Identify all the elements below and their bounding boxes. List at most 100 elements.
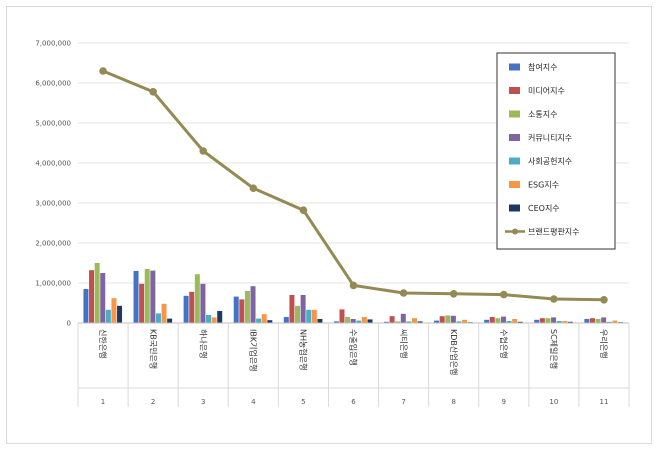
bar xyxy=(300,295,306,323)
bar xyxy=(512,319,518,323)
bar xyxy=(183,295,189,323)
category-label: IBK기업은행 xyxy=(249,329,259,372)
bar xyxy=(244,291,250,323)
bar xyxy=(306,309,312,323)
bar xyxy=(117,305,123,323)
legend-swatch xyxy=(509,204,520,212)
legend-box xyxy=(496,52,616,250)
bar xyxy=(489,317,495,323)
legend-swatch xyxy=(509,63,520,71)
legend-label: 커뮤니티지수 xyxy=(528,133,572,143)
category-number: 2 xyxy=(151,398,155,406)
bar xyxy=(500,316,506,323)
category-label: 씨티은행 xyxy=(399,329,409,358)
bar xyxy=(206,315,212,323)
bar xyxy=(434,320,440,323)
legend-swatch xyxy=(509,134,520,141)
bar xyxy=(606,321,612,323)
bar xyxy=(551,317,557,323)
bar-series xyxy=(83,263,623,323)
legend-swatch xyxy=(509,87,520,94)
bar xyxy=(345,317,351,323)
bar xyxy=(211,317,217,323)
bar xyxy=(105,309,111,323)
bar xyxy=(256,318,262,323)
gridlines xyxy=(78,42,629,324)
legend-label: ESG지수 xyxy=(528,181,559,190)
category-number: 11 xyxy=(599,398,608,406)
bar xyxy=(283,317,289,323)
bar xyxy=(133,271,139,323)
bar xyxy=(144,269,150,323)
bar xyxy=(250,286,256,323)
bar xyxy=(267,320,273,323)
bar xyxy=(89,270,95,323)
bar xyxy=(317,319,323,323)
bar xyxy=(139,283,145,323)
category-number: 1 xyxy=(101,398,105,406)
bar xyxy=(417,321,423,323)
bar xyxy=(595,319,601,323)
legend-label: 미디어지수 xyxy=(528,86,565,96)
y-tick-label: 6,000,000 xyxy=(35,80,71,88)
bar xyxy=(83,289,89,323)
bar xyxy=(100,273,106,323)
category-label: KDB산업은행 xyxy=(449,329,459,375)
category-number: 4 xyxy=(251,398,256,406)
legend-swatch xyxy=(509,181,520,188)
legend-swatch xyxy=(509,157,520,165)
y-tick-label: 0 xyxy=(67,320,71,328)
bar xyxy=(439,316,445,323)
bar xyxy=(601,317,607,323)
bar xyxy=(111,298,117,323)
y-tick-label: 2,000,000 xyxy=(35,240,71,248)
bar xyxy=(406,321,412,323)
y-tick-label: 3,000,000 xyxy=(35,200,71,208)
bar xyxy=(506,321,512,323)
brand-reputation-chart: 0 1,000,000 2,000,000 3,000,000 4,000,000 5,0… xyxy=(35,40,630,407)
bar xyxy=(411,318,417,323)
bar xyxy=(217,311,223,323)
bar xyxy=(161,303,167,323)
bar xyxy=(367,319,373,323)
bar xyxy=(495,318,501,323)
bar xyxy=(445,315,451,323)
line-point xyxy=(249,184,258,192)
bar xyxy=(261,314,267,323)
category-number: 5 xyxy=(301,398,305,406)
category-label: KB국민은행 xyxy=(148,329,158,369)
bar xyxy=(383,321,389,323)
bar xyxy=(339,309,345,323)
legend-label: 사회공헌지수 xyxy=(528,157,572,166)
line-point xyxy=(600,296,608,304)
y-tick-label: 5,000,000 xyxy=(35,120,71,128)
category-label: SC제일은행 xyxy=(549,329,559,369)
category-number: 6 xyxy=(351,398,356,406)
legend-label: 소통지수 xyxy=(528,110,557,119)
bar xyxy=(194,274,200,323)
bar xyxy=(289,295,295,323)
line-point xyxy=(499,290,508,299)
bar xyxy=(311,309,317,323)
bar xyxy=(456,321,462,323)
category-label: 수출입은행 xyxy=(349,329,359,366)
category-label: 신한은행 xyxy=(98,329,108,358)
line-point xyxy=(149,88,157,96)
category-number: 9 xyxy=(502,398,506,406)
chart-frame: 0 1,000,000 2,000,000 3,000,000 4,000,000 5,0… xyxy=(6,6,652,444)
bar xyxy=(389,316,395,323)
bar xyxy=(395,321,401,323)
bar xyxy=(167,318,173,323)
bar xyxy=(450,315,456,323)
category-label: NH농협은행 xyxy=(299,329,309,370)
legend-point-swatch xyxy=(512,228,518,235)
legend-label: 참여지수 xyxy=(528,62,557,72)
bar xyxy=(400,313,406,323)
bar xyxy=(94,263,100,323)
category-label: 수협은행 xyxy=(499,329,509,358)
bar xyxy=(350,319,356,323)
line-point xyxy=(199,147,208,155)
bar xyxy=(150,270,156,323)
legend-label: CEO지수 xyxy=(528,204,560,213)
bar xyxy=(295,305,301,323)
